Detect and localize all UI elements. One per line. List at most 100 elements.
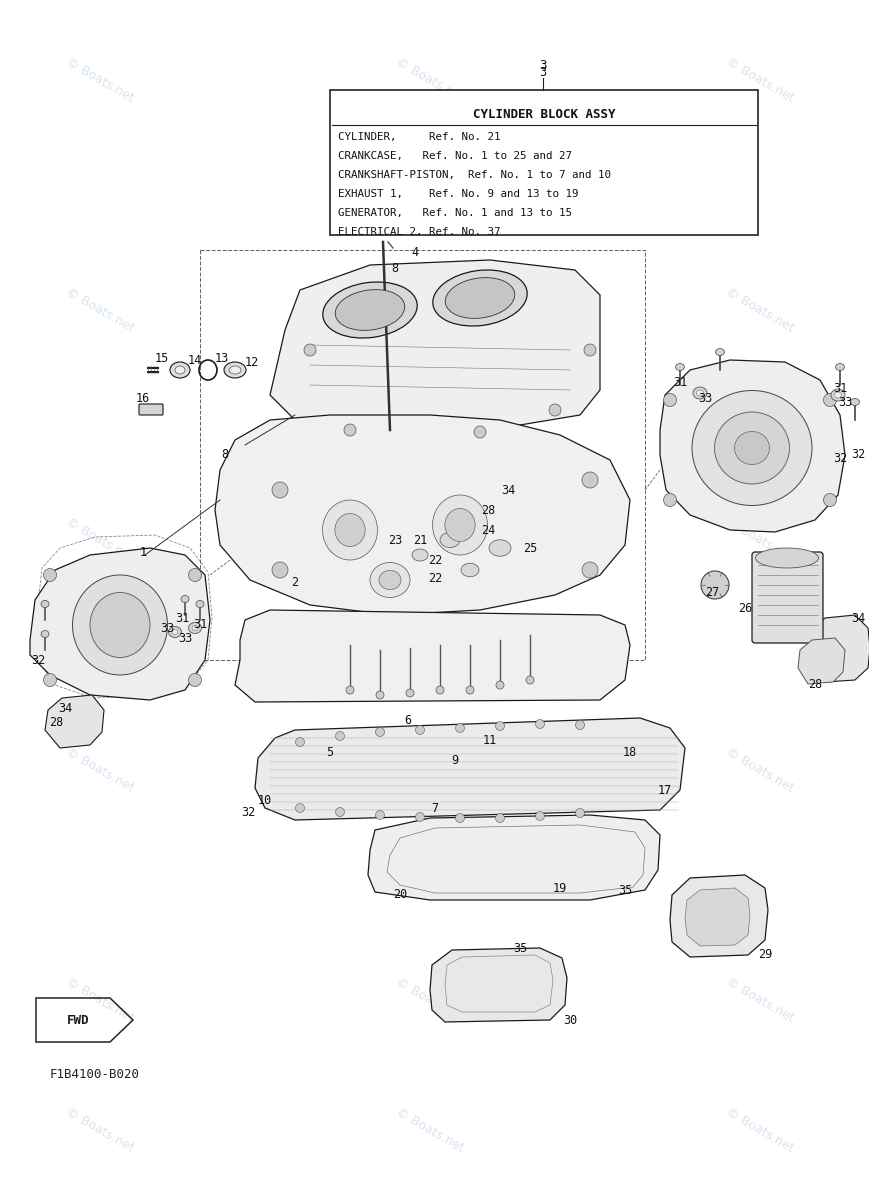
Text: 28: 28 bbox=[481, 504, 495, 516]
Ellipse shape bbox=[455, 724, 465, 732]
Text: 19: 19 bbox=[553, 882, 567, 894]
Text: © Boats.net: © Boats.net bbox=[724, 515, 796, 565]
Ellipse shape bbox=[192, 625, 198, 630]
Ellipse shape bbox=[851, 398, 859, 406]
Ellipse shape bbox=[41, 600, 49, 607]
Text: © Boats.net: © Boats.net bbox=[394, 745, 467, 794]
Ellipse shape bbox=[466, 686, 474, 694]
Text: 31: 31 bbox=[175, 612, 189, 624]
Text: 33: 33 bbox=[160, 622, 174, 635]
Text: 2: 2 bbox=[291, 576, 299, 589]
Text: 29: 29 bbox=[758, 948, 773, 961]
Text: 11: 11 bbox=[483, 733, 497, 746]
Ellipse shape bbox=[322, 500, 377, 560]
Text: © Boats.net: © Boats.net bbox=[394, 286, 467, 335]
Text: 30: 30 bbox=[563, 1014, 577, 1026]
Polygon shape bbox=[670, 875, 768, 958]
Ellipse shape bbox=[335, 808, 344, 816]
Text: © Boats.net: © Boats.net bbox=[724, 55, 796, 104]
Text: 20: 20 bbox=[393, 888, 407, 901]
Text: 21: 21 bbox=[413, 534, 428, 546]
Polygon shape bbox=[430, 948, 567, 1022]
Ellipse shape bbox=[664, 394, 676, 407]
Ellipse shape bbox=[664, 493, 676, 506]
Ellipse shape bbox=[496, 680, 504, 689]
Polygon shape bbox=[810, 614, 869, 682]
Ellipse shape bbox=[375, 810, 384, 820]
Ellipse shape bbox=[575, 809, 585, 817]
Text: © Boats.net: © Boats.net bbox=[724, 1105, 796, 1154]
Ellipse shape bbox=[189, 569, 202, 582]
Text: CRANKSHAFT-PISTON,  Ref. No. 1 to 7 and 10: CRANKSHAFT-PISTON, Ref. No. 1 to 7 and 1… bbox=[338, 170, 611, 180]
Ellipse shape bbox=[714, 412, 790, 484]
Ellipse shape bbox=[415, 726, 424, 734]
Text: © Boats.net: © Boats.net bbox=[63, 515, 136, 565]
Ellipse shape bbox=[692, 390, 812, 505]
Ellipse shape bbox=[304, 344, 316, 356]
Text: 31: 31 bbox=[833, 382, 847, 395]
Text: © Boats.net: © Boats.net bbox=[724, 286, 796, 335]
Ellipse shape bbox=[526, 676, 534, 684]
Ellipse shape bbox=[824, 493, 837, 506]
Text: CYLINDER,     Ref. No. 21: CYLINDER, Ref. No. 21 bbox=[338, 132, 501, 142]
Text: 34: 34 bbox=[58, 702, 72, 714]
Text: 4: 4 bbox=[411, 246, 419, 258]
Text: GENERATOR,   Ref. No. 1 and 13 to 15: GENERATOR, Ref. No. 1 and 13 to 15 bbox=[338, 208, 572, 218]
Text: 32: 32 bbox=[851, 449, 866, 462]
Text: F1B4100-B020: F1B4100-B020 bbox=[50, 1068, 140, 1081]
Text: 31: 31 bbox=[673, 376, 687, 389]
Ellipse shape bbox=[701, 571, 729, 599]
Ellipse shape bbox=[322, 282, 417, 338]
Ellipse shape bbox=[375, 727, 384, 737]
Ellipse shape bbox=[445, 277, 514, 318]
Text: 33: 33 bbox=[178, 631, 192, 644]
Ellipse shape bbox=[755, 548, 819, 568]
Text: 7: 7 bbox=[431, 802, 439, 815]
Text: 1: 1 bbox=[139, 546, 147, 559]
Polygon shape bbox=[255, 718, 685, 820]
Ellipse shape bbox=[335, 514, 365, 546]
Ellipse shape bbox=[535, 720, 545, 728]
Text: 6: 6 bbox=[404, 714, 412, 726]
Polygon shape bbox=[798, 638, 845, 684]
Ellipse shape bbox=[495, 814, 505, 822]
FancyBboxPatch shape bbox=[330, 90, 758, 235]
Text: CYLINDER BLOCK ASSY: CYLINDER BLOCK ASSY bbox=[473, 108, 615, 121]
Polygon shape bbox=[30, 548, 210, 700]
Ellipse shape bbox=[295, 804, 304, 812]
Text: 16: 16 bbox=[136, 391, 150, 404]
Text: CRANKCASE,   Ref. No. 1 to 25 and 27: CRANKCASE, Ref. No. 1 to 25 and 27 bbox=[338, 151, 572, 161]
Text: © Boats.net: © Boats.net bbox=[724, 745, 796, 794]
Ellipse shape bbox=[582, 562, 598, 578]
Text: 18: 18 bbox=[623, 745, 637, 758]
Text: 33: 33 bbox=[838, 396, 852, 408]
Text: 32: 32 bbox=[31, 654, 45, 666]
Ellipse shape bbox=[436, 686, 444, 694]
Ellipse shape bbox=[346, 686, 354, 694]
Text: 34: 34 bbox=[501, 484, 515, 497]
Ellipse shape bbox=[715, 348, 725, 355]
Text: 28: 28 bbox=[49, 715, 63, 728]
Polygon shape bbox=[685, 888, 750, 946]
Ellipse shape bbox=[189, 623, 202, 634]
FancyBboxPatch shape bbox=[752, 552, 823, 643]
Ellipse shape bbox=[335, 289, 405, 330]
Ellipse shape bbox=[575, 720, 585, 730]
Ellipse shape bbox=[455, 814, 465, 822]
Text: 35: 35 bbox=[618, 883, 632, 896]
Text: 32: 32 bbox=[833, 451, 847, 464]
Text: 3: 3 bbox=[540, 59, 547, 72]
Ellipse shape bbox=[734, 432, 770, 464]
Text: 24: 24 bbox=[481, 523, 495, 536]
Polygon shape bbox=[270, 260, 600, 434]
Text: ELECTRICAL 2, Ref. No. 37: ELECTRICAL 2, Ref. No. 37 bbox=[338, 227, 501, 236]
Ellipse shape bbox=[549, 404, 561, 416]
Text: 28: 28 bbox=[808, 678, 822, 691]
Text: 8: 8 bbox=[222, 449, 229, 462]
Text: 8: 8 bbox=[391, 262, 399, 275]
Text: © Boats.net: © Boats.net bbox=[394, 1105, 467, 1154]
Text: EXHAUST 1,    Ref. No. 9 and 13 to 19: EXHAUST 1, Ref. No. 9 and 13 to 19 bbox=[338, 188, 579, 199]
Polygon shape bbox=[45, 695, 104, 748]
Text: © Boats.net: © Boats.net bbox=[724, 976, 796, 1025]
FancyBboxPatch shape bbox=[139, 404, 163, 415]
